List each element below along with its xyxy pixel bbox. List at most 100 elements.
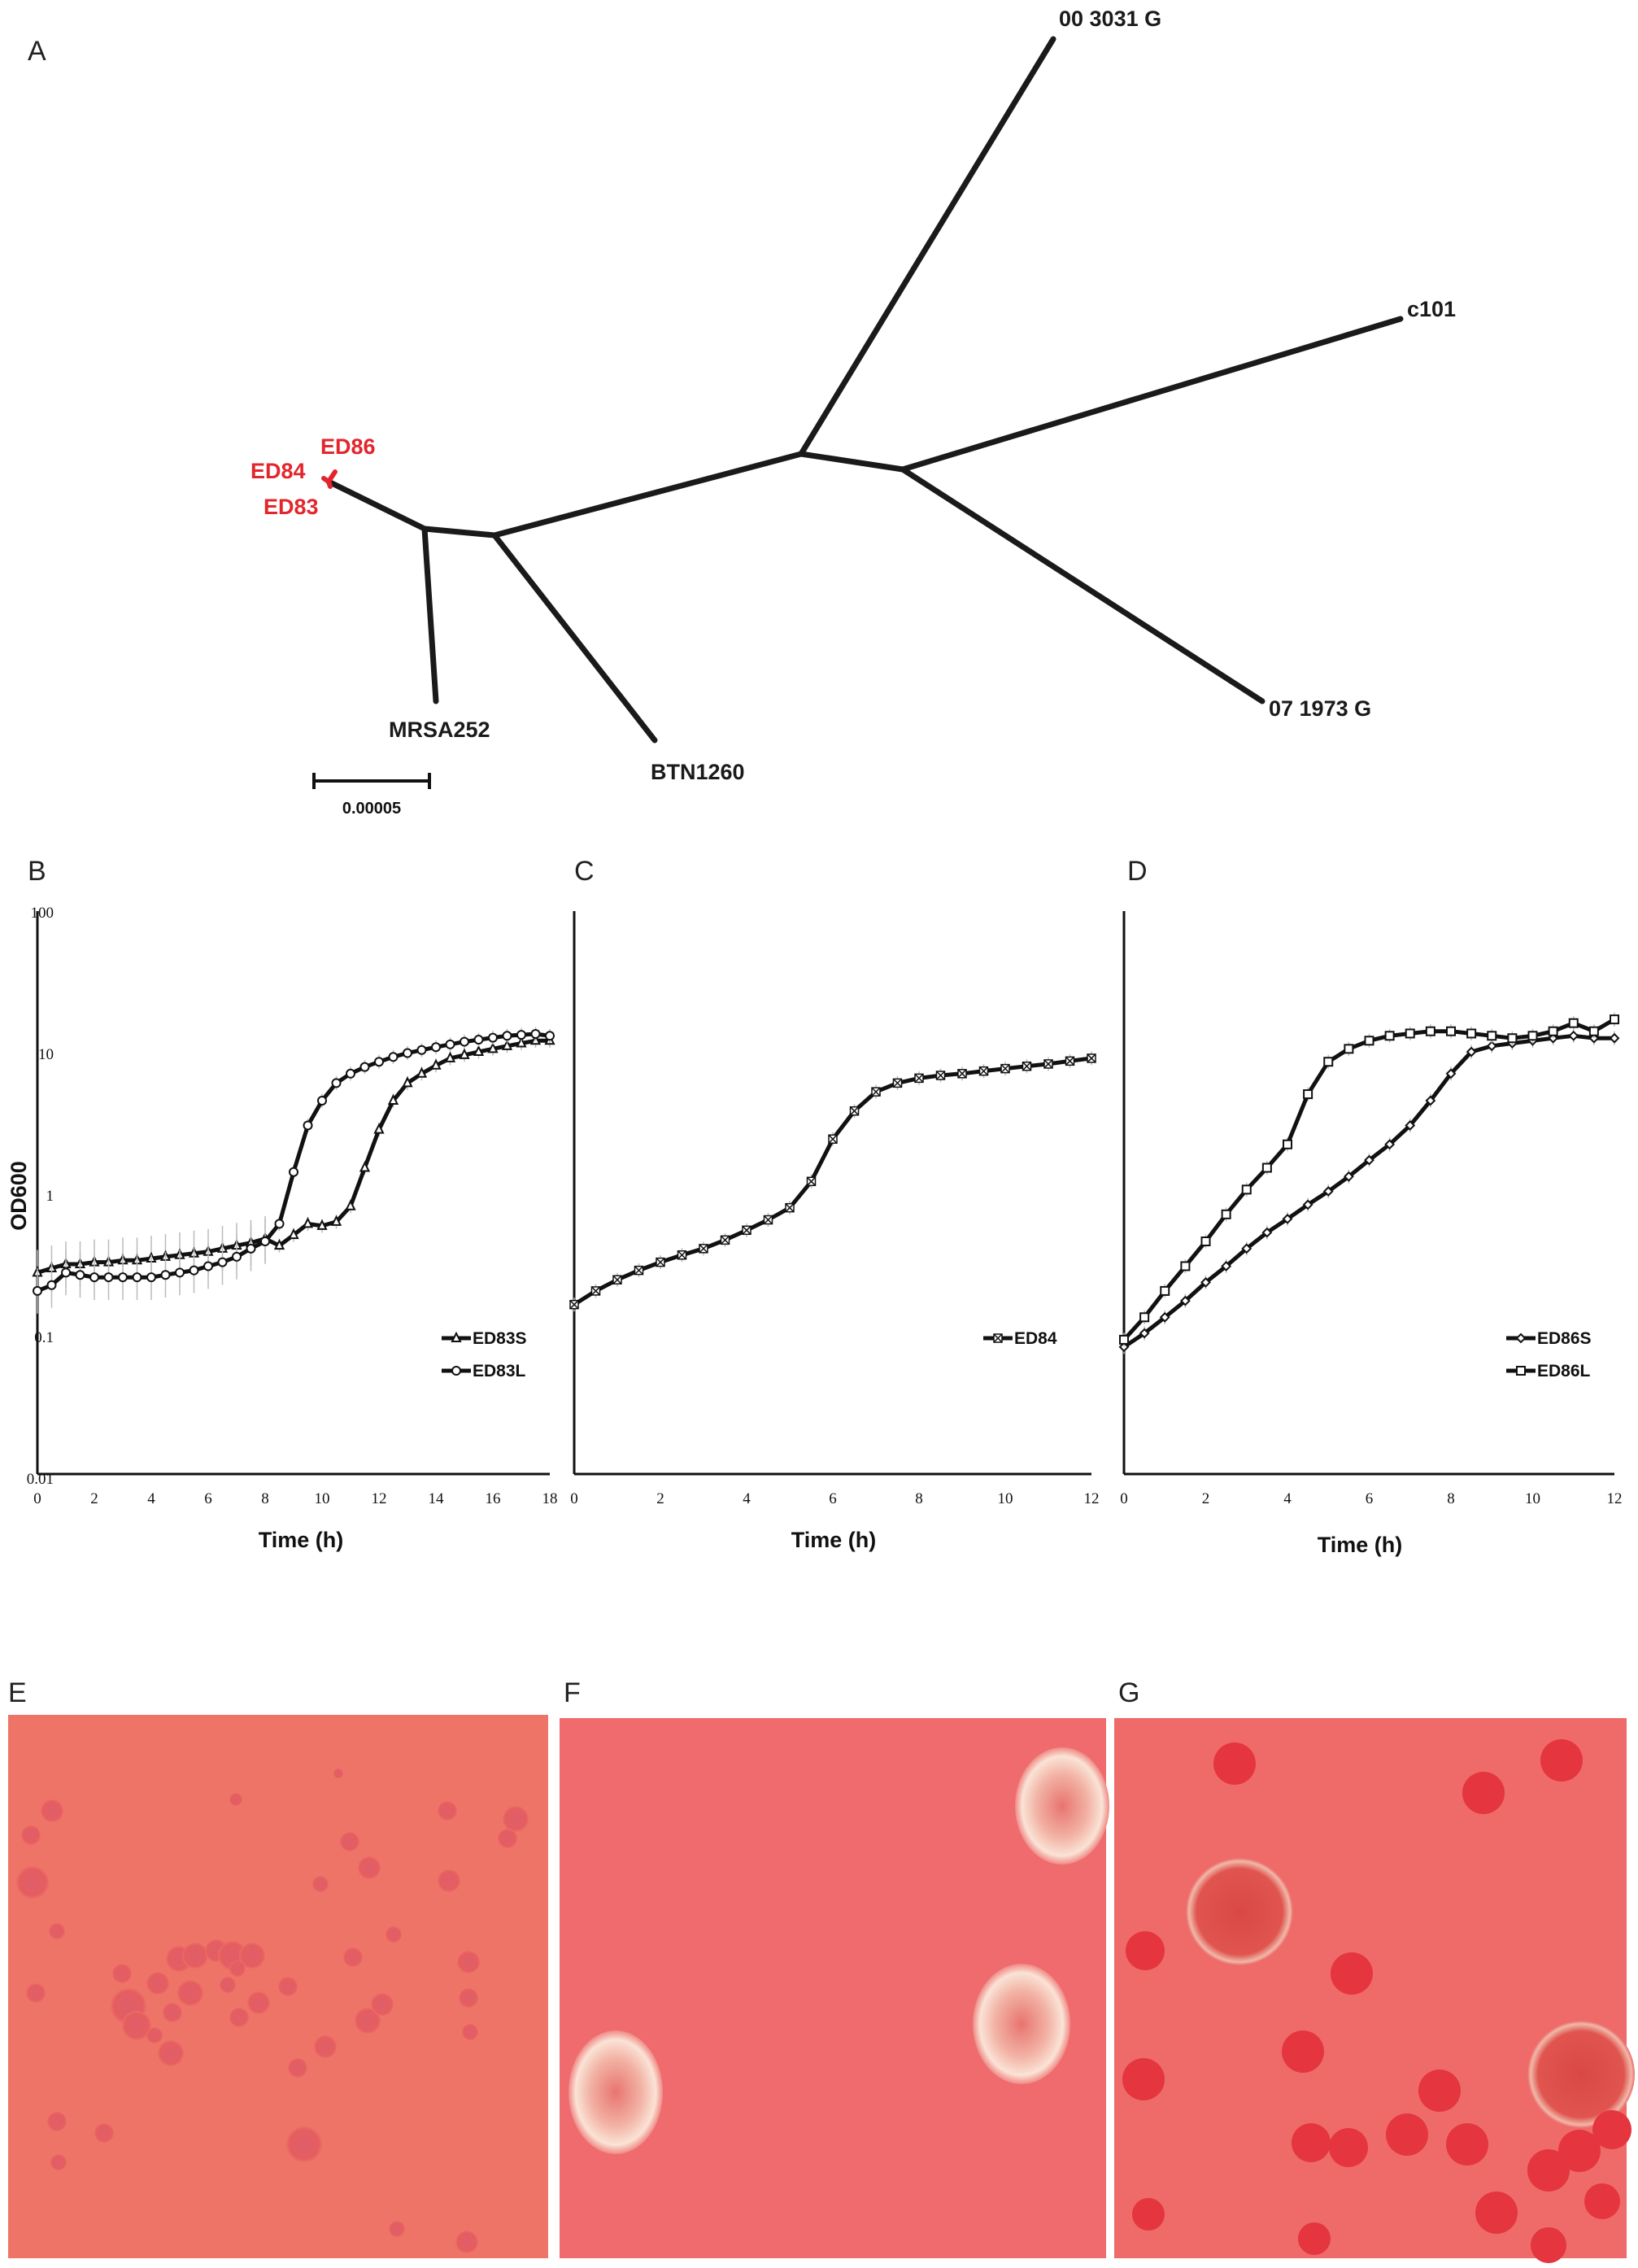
panel-letter-d: D bbox=[1127, 856, 1148, 887]
data-point bbox=[1160, 1285, 1170, 1296]
legend-label: ED83L bbox=[473, 1362, 526, 1380]
branch-internal-1 bbox=[798, 451, 906, 473]
data-point bbox=[1568, 1018, 1579, 1028]
data-point bbox=[634, 1265, 644, 1276]
data-point-cross bbox=[1043, 1059, 1053, 1069]
data-point bbox=[785, 1202, 795, 1213]
data-point bbox=[61, 1267, 71, 1278]
colony bbox=[358, 1856, 381, 1879]
data-point bbox=[1507, 1033, 1518, 1044]
panel-letter-c: C bbox=[574, 856, 595, 887]
x-tick-label: 2 bbox=[656, 1490, 664, 1507]
data-point bbox=[473, 1035, 484, 1045]
data-point bbox=[189, 1265, 199, 1276]
colony bbox=[16, 1866, 49, 1899]
data-point bbox=[118, 1272, 128, 1283]
colony bbox=[1462, 1772, 1505, 1814]
colony bbox=[371, 1993, 394, 2016]
legend-label: ED86S bbox=[1537, 1329, 1592, 1348]
data-point bbox=[1221, 1209, 1231, 1219]
x-tick-label: 8 bbox=[1447, 1490, 1455, 1507]
data-point bbox=[1043, 1059, 1053, 1069]
data-point bbox=[303, 1120, 313, 1131]
x-tick-label: 16 bbox=[486, 1490, 501, 1507]
data-point bbox=[1364, 1036, 1374, 1046]
colony bbox=[1292, 2123, 1331, 2162]
legend-item-ed86s: ED86S bbox=[1506, 1329, 1592, 1348]
x-tick-label: 6 bbox=[1366, 1490, 1374, 1507]
data-point bbox=[1303, 1089, 1313, 1100]
colony bbox=[50, 2154, 67, 2170]
colony bbox=[438, 1801, 457, 1821]
data-point bbox=[1221, 1261, 1232, 1271]
data-point bbox=[1548, 1026, 1558, 1036]
x-tick-label: 12 bbox=[372, 1490, 387, 1507]
data-point bbox=[892, 1078, 903, 1088]
y-tick-label: 100 bbox=[31, 905, 54, 922]
series-ed83s bbox=[32, 1033, 555, 1296]
data-point bbox=[451, 1331, 462, 1342]
chart-b: OD600 100 10 1 0.1 0.01 Time (h) 0 2 4 6 8 10… bbox=[7, 905, 558, 1552]
data-point bbox=[612, 1275, 622, 1284]
data-point bbox=[330, 1215, 342, 1226]
series-line-ed84 bbox=[573, 1056, 1092, 1306]
data-point bbox=[545, 1031, 555, 1041]
data-point bbox=[1384, 1139, 1396, 1150]
data-point bbox=[1087, 1053, 1096, 1063]
data-point-cross bbox=[935, 1071, 946, 1080]
colony bbox=[163, 2003, 182, 2022]
colony bbox=[122, 2011, 151, 2040]
data-point bbox=[274, 1219, 285, 1229]
y-tick-label: 10 bbox=[38, 1046, 54, 1063]
data-point-cross bbox=[656, 1258, 665, 1267]
data-point bbox=[451, 1366, 461, 1376]
data-point bbox=[501, 1039, 513, 1050]
data-point bbox=[1588, 1026, 1599, 1036]
data-point bbox=[1180, 1261, 1191, 1271]
leaf-label-c101: c101 bbox=[1407, 297, 1456, 321]
leaf-label-mrsa252: MRSA252 bbox=[389, 717, 490, 742]
data-point bbox=[1527, 1031, 1538, 1041]
series-ed84 bbox=[569, 1051, 1096, 1312]
data-point bbox=[302, 1217, 314, 1228]
data-point bbox=[590, 1286, 601, 1296]
data-point bbox=[1405, 1028, 1415, 1039]
data-point bbox=[487, 1042, 499, 1053]
colony bbox=[457, 1951, 480, 1974]
colony bbox=[355, 2008, 381, 2034]
panel-letter-b: B bbox=[28, 856, 46, 887]
colony bbox=[1298, 2222, 1331, 2255]
data-point bbox=[1000, 1063, 1010, 1074]
x-tick-label: 4 bbox=[743, 1490, 751, 1507]
branch-btn1260 bbox=[491, 532, 658, 744]
data-point-cross bbox=[763, 1215, 773, 1225]
colony bbox=[386, 1926, 402, 1943]
colony-with-halo bbox=[1015, 1747, 1109, 1865]
data-point-cross bbox=[978, 1066, 989, 1076]
colony bbox=[459, 1988, 478, 2008]
data-point bbox=[763, 1215, 773, 1225]
colony bbox=[333, 1769, 343, 1778]
data-point bbox=[1200, 1236, 1211, 1246]
leaf-label-00-3031-g: 00 3031 G bbox=[1059, 7, 1161, 31]
series-ed83l bbox=[33, 1027, 555, 1314]
data-point bbox=[288, 1228, 299, 1240]
photo-g bbox=[1114, 1718, 1635, 2263]
data-point bbox=[1139, 1312, 1150, 1323]
data-point bbox=[1487, 1031, 1497, 1041]
branch-00-3031 bbox=[798, 36, 1056, 457]
data-point bbox=[1323, 1057, 1334, 1067]
colony bbox=[47, 2112, 67, 2131]
colony bbox=[455, 2231, 478, 2253]
colony bbox=[1386, 2113, 1428, 2156]
data-point bbox=[416, 1045, 427, 1055]
colony bbox=[286, 2126, 322, 2162]
colony bbox=[1126, 1931, 1165, 1970]
data-point bbox=[1344, 1044, 1354, 1054]
data-point bbox=[530, 1029, 541, 1040]
data-point bbox=[502, 1031, 512, 1041]
leaf-label-btn1260: BTN1260 bbox=[651, 760, 745, 784]
colony bbox=[1418, 2070, 1461, 2112]
y-axis-title-b: OD600 bbox=[7, 1161, 31, 1231]
data-point bbox=[656, 1257, 665, 1267]
